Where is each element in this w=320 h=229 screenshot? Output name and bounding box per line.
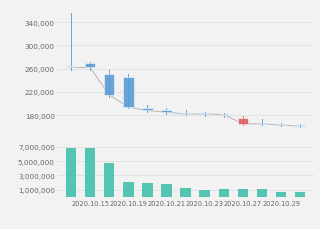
Bar	[66, 66, 76, 68]
Bar	[104, 75, 115, 95]
Bar	[295, 192, 306, 197]
Bar	[219, 189, 229, 197]
Bar	[219, 114, 229, 116]
Bar	[123, 182, 133, 197]
Bar	[142, 183, 153, 197]
Bar	[238, 119, 248, 124]
Bar	[276, 124, 286, 125]
Bar	[142, 109, 153, 111]
Bar	[85, 64, 95, 68]
Bar	[180, 113, 191, 114]
Bar	[257, 189, 267, 197]
Bar	[276, 192, 286, 197]
Bar	[199, 190, 210, 197]
Bar	[161, 184, 172, 197]
Bar	[199, 113, 210, 114]
Bar	[161, 111, 172, 113]
Bar	[66, 149, 76, 197]
Bar	[104, 164, 115, 197]
Bar	[85, 149, 95, 197]
Bar	[257, 123, 267, 124]
Bar	[295, 125, 306, 127]
Bar	[123, 78, 133, 108]
Bar	[238, 189, 248, 197]
Bar	[180, 188, 191, 197]
